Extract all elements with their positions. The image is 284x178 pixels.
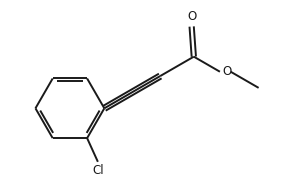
Text: Cl: Cl bbox=[92, 164, 104, 177]
Text: O: O bbox=[222, 65, 231, 78]
Text: O: O bbox=[187, 10, 196, 23]
